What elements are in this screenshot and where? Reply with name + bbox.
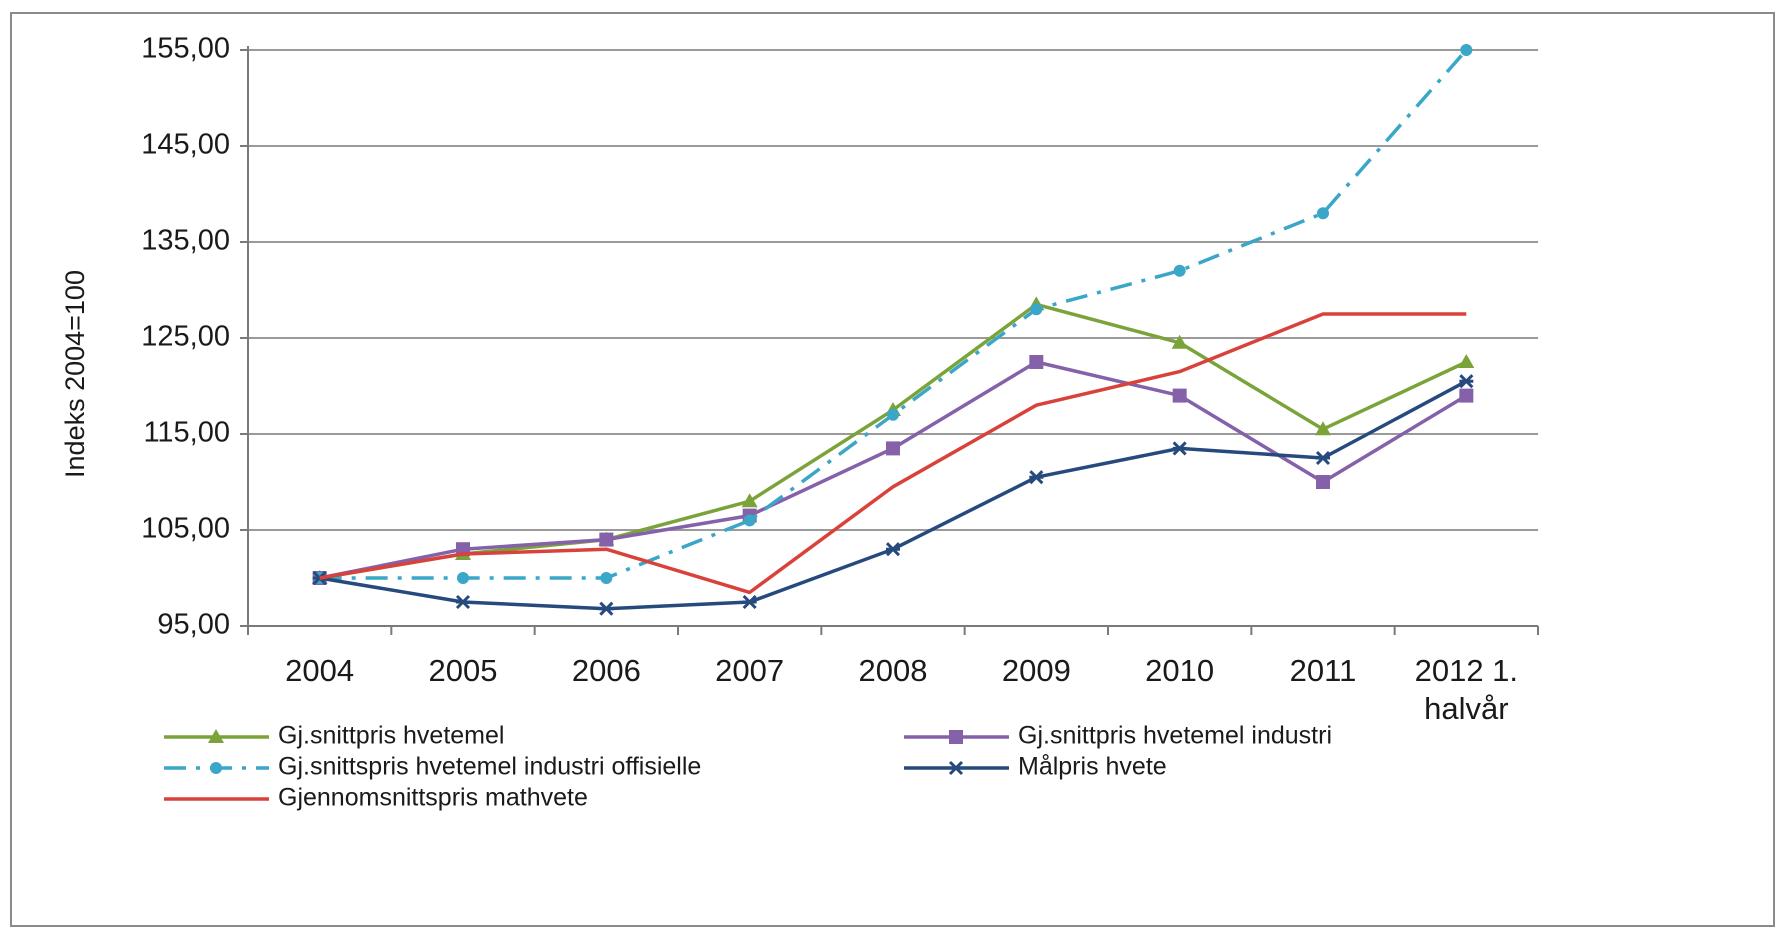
legend-marker	[948, 760, 964, 776]
y-tick-label: 115,00	[143, 417, 230, 449]
data-point	[1459, 388, 1474, 403]
legend-label: Gj.snittpris hvetemel industri	[1018, 722, 1332, 750]
series-3	[313, 44, 1473, 584]
legend-item: Gj.snittpris hvetemel industri	[904, 722, 1332, 750]
legend-label: Gjennomsnittspris mathvete	[278, 784, 588, 812]
y-axis-label: Indeks 2004=100	[60, 270, 90, 478]
legend-item: Målpris hvete	[904, 753, 1167, 781]
series-line	[319, 302, 1468, 580]
legend-marker	[210, 762, 222, 774]
data-point	[741, 493, 758, 508]
line-chart: 95,00 105,00 115,00 125,00 135,00 145,00 155,0…	[60, 33, 1539, 812]
data-point	[1316, 475, 1330, 489]
data-point	[599, 532, 614, 547]
legend-label: Målpris hvete	[1018, 753, 1167, 781]
data-point	[1460, 44, 1473, 56]
x-tick-label: 2012 1. halvår	[1415, 653, 1518, 726]
axes: 95,00 105,00 115,00 125,00 135,00 145,00 155,0…	[141, 33, 1539, 726]
x-tick-label: 2008	[859, 653, 928, 688]
legend-label: Gj.snittpris hvetemel	[278, 722, 504, 750]
y-tick-label: 155,00	[141, 33, 230, 65]
data-point	[1315, 421, 1331, 436]
data-point	[1315, 450, 1331, 466]
legend-marker	[208, 729, 224, 743]
data-point	[600, 572, 613, 584]
legend: Gj.snittpris hvetemel Gj.snittpris hvetem…	[164, 722, 1332, 812]
data-point	[455, 594, 471, 610]
data-point	[1172, 441, 1187, 456]
y-tick-label: 145,00	[141, 129, 230, 161]
data-point	[1173, 264, 1186, 277]
x-tick-label: 2006	[572, 653, 641, 688]
data-point	[599, 601, 614, 616]
x-tick-label: 2010	[1145, 653, 1214, 688]
data-point	[457, 572, 469, 584]
series-1	[311, 296, 1475, 584]
series-line	[319, 312, 1467, 595]
y-tick-label: 105,00	[141, 513, 230, 545]
y-tick-label: 95,00	[157, 609, 230, 641]
x-tick-label: 2007	[715, 653, 784, 688]
data-point	[886, 441, 900, 456]
legend-marker	[949, 730, 963, 744]
series-5	[319, 312, 1467, 595]
data-point	[743, 514, 756, 527]
data-point	[1458, 354, 1475, 368]
gridlines	[248, 49, 1538, 531]
x-tick-label: 2005	[429, 653, 498, 688]
legend-item: Gj.snittpris hvetemel	[164, 722, 504, 750]
data-point	[1030, 303, 1043, 316]
legend-label: Gj.snittspris hvetemel industri offisiel…	[278, 753, 701, 781]
series-line	[319, 360, 1468, 580]
data-point	[1029, 470, 1044, 485]
x-tick-label: 2011	[1290, 653, 1357, 688]
data-point	[1171, 334, 1188, 349]
legend-item: Gj.snittspris hvetemel industri offisiel…	[164, 753, 701, 781]
series-lines	[311, 44, 1475, 616]
y-tick-label: 125,00	[141, 321, 230, 353]
series-line	[319, 48, 1468, 580]
data-point	[1317, 207, 1329, 220]
data-point	[1459, 374, 1474, 389]
legend-item: Gjennomsnittspris mathvete	[164, 784, 588, 812]
data-point	[885, 542, 901, 557]
data-point	[1029, 355, 1044, 369]
chart-frame: 95,00 105,00 115,00 125,00 135,00 145,00 155,0…	[10, 12, 1775, 927]
y-tick-label: 135,00	[141, 225, 230, 257]
x-tick-label: 2004	[285, 653, 354, 688]
data-point	[742, 594, 757, 610]
data-point	[887, 408, 899, 421]
x-tick-label: 2009	[1002, 653, 1071, 688]
data-point	[1172, 388, 1187, 403]
